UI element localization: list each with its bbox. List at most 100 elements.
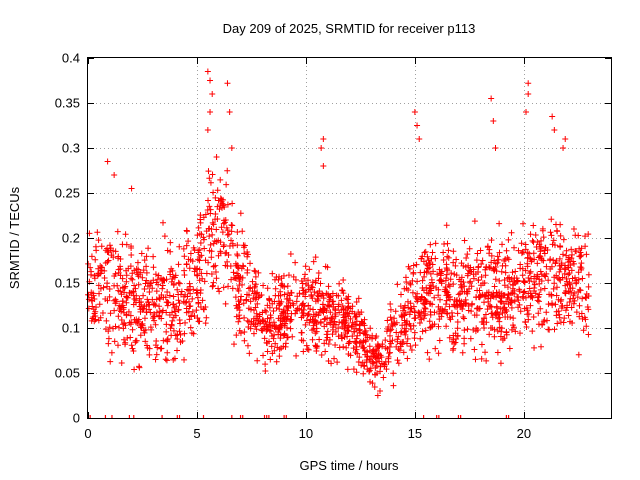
data-point [552,301,559,308]
data-point [123,278,130,285]
data-point [280,343,287,350]
data-point [292,276,299,283]
data-point [91,296,98,303]
data-point [149,296,156,303]
data-point [173,303,180,310]
data-point [459,349,466,356]
data-point [403,340,410,347]
data-point [121,320,128,327]
data-point [246,350,253,357]
data-point [157,345,164,352]
data-point [531,273,538,280]
data-point [576,302,583,309]
data-point [100,284,107,291]
data-point [153,351,160,358]
data-point [254,357,261,364]
data-point [141,286,148,293]
data-point [168,322,175,329]
data-point [489,314,496,321]
data-point [577,263,584,270]
data-point [139,274,146,281]
data-point [516,301,523,308]
data-point [106,293,113,300]
data-point [393,329,400,336]
data-point [458,284,465,291]
data-point [373,347,380,354]
data-point [107,358,114,365]
data-point [575,351,582,358]
data-point [198,231,205,238]
data-point [264,315,271,322]
data-point [153,279,160,286]
data-point [214,187,221,194]
data-point [493,289,500,296]
data-point [470,326,477,333]
data-point [328,317,335,324]
data-point [169,317,176,324]
data-point-outlier [377,388,384,394]
data-point [92,256,99,263]
data-point [467,264,474,271]
data-point [324,315,331,322]
data-point [445,247,452,254]
data-point [228,276,235,283]
data-point [460,313,467,320]
data-point [521,288,528,295]
data-point [189,258,196,265]
data-point-outlier [411,109,418,115]
data-point [250,307,257,314]
data-point [529,237,536,244]
data-point [212,216,219,223]
data-point [182,299,189,306]
data-point [566,288,573,295]
data-point [421,249,428,256]
data-point [307,286,314,293]
data-point [304,312,311,319]
data-point [518,250,525,257]
data-point [506,278,513,285]
data-point-outlier [228,145,235,151]
data-point [390,370,397,377]
data-point [464,251,471,258]
data-point [461,340,468,347]
data-point [466,279,473,286]
data-point [165,299,172,306]
data-point [490,293,497,300]
data-point [141,303,148,310]
data-point [106,324,113,331]
data-point [244,342,251,349]
data-point [448,270,455,277]
data-point [196,318,203,325]
data-point-outlier [226,109,233,115]
data-point [517,308,524,315]
data-point [482,311,489,318]
data-point [316,288,323,295]
data-point [463,254,470,261]
data-point [236,315,243,322]
data-point [522,294,529,301]
data-point [280,272,287,279]
data-point [491,326,498,333]
data-point [524,249,531,256]
data-point [137,306,144,313]
data-point [306,266,313,273]
data-point [327,309,334,316]
data-point [483,357,490,364]
data-point [332,307,339,314]
data-point [266,327,273,334]
data-point [557,319,564,326]
data-point [175,307,182,314]
data-point [420,315,427,322]
data-point [557,242,564,249]
data-point [176,243,183,250]
data-point [520,220,527,227]
data-point [509,269,516,276]
data-point [479,257,486,264]
data-point [321,340,328,347]
data-point [204,206,211,213]
data-point [539,225,546,232]
data-point [426,264,433,271]
data-point [439,306,446,313]
data-point [252,296,259,303]
data-point [348,323,355,330]
